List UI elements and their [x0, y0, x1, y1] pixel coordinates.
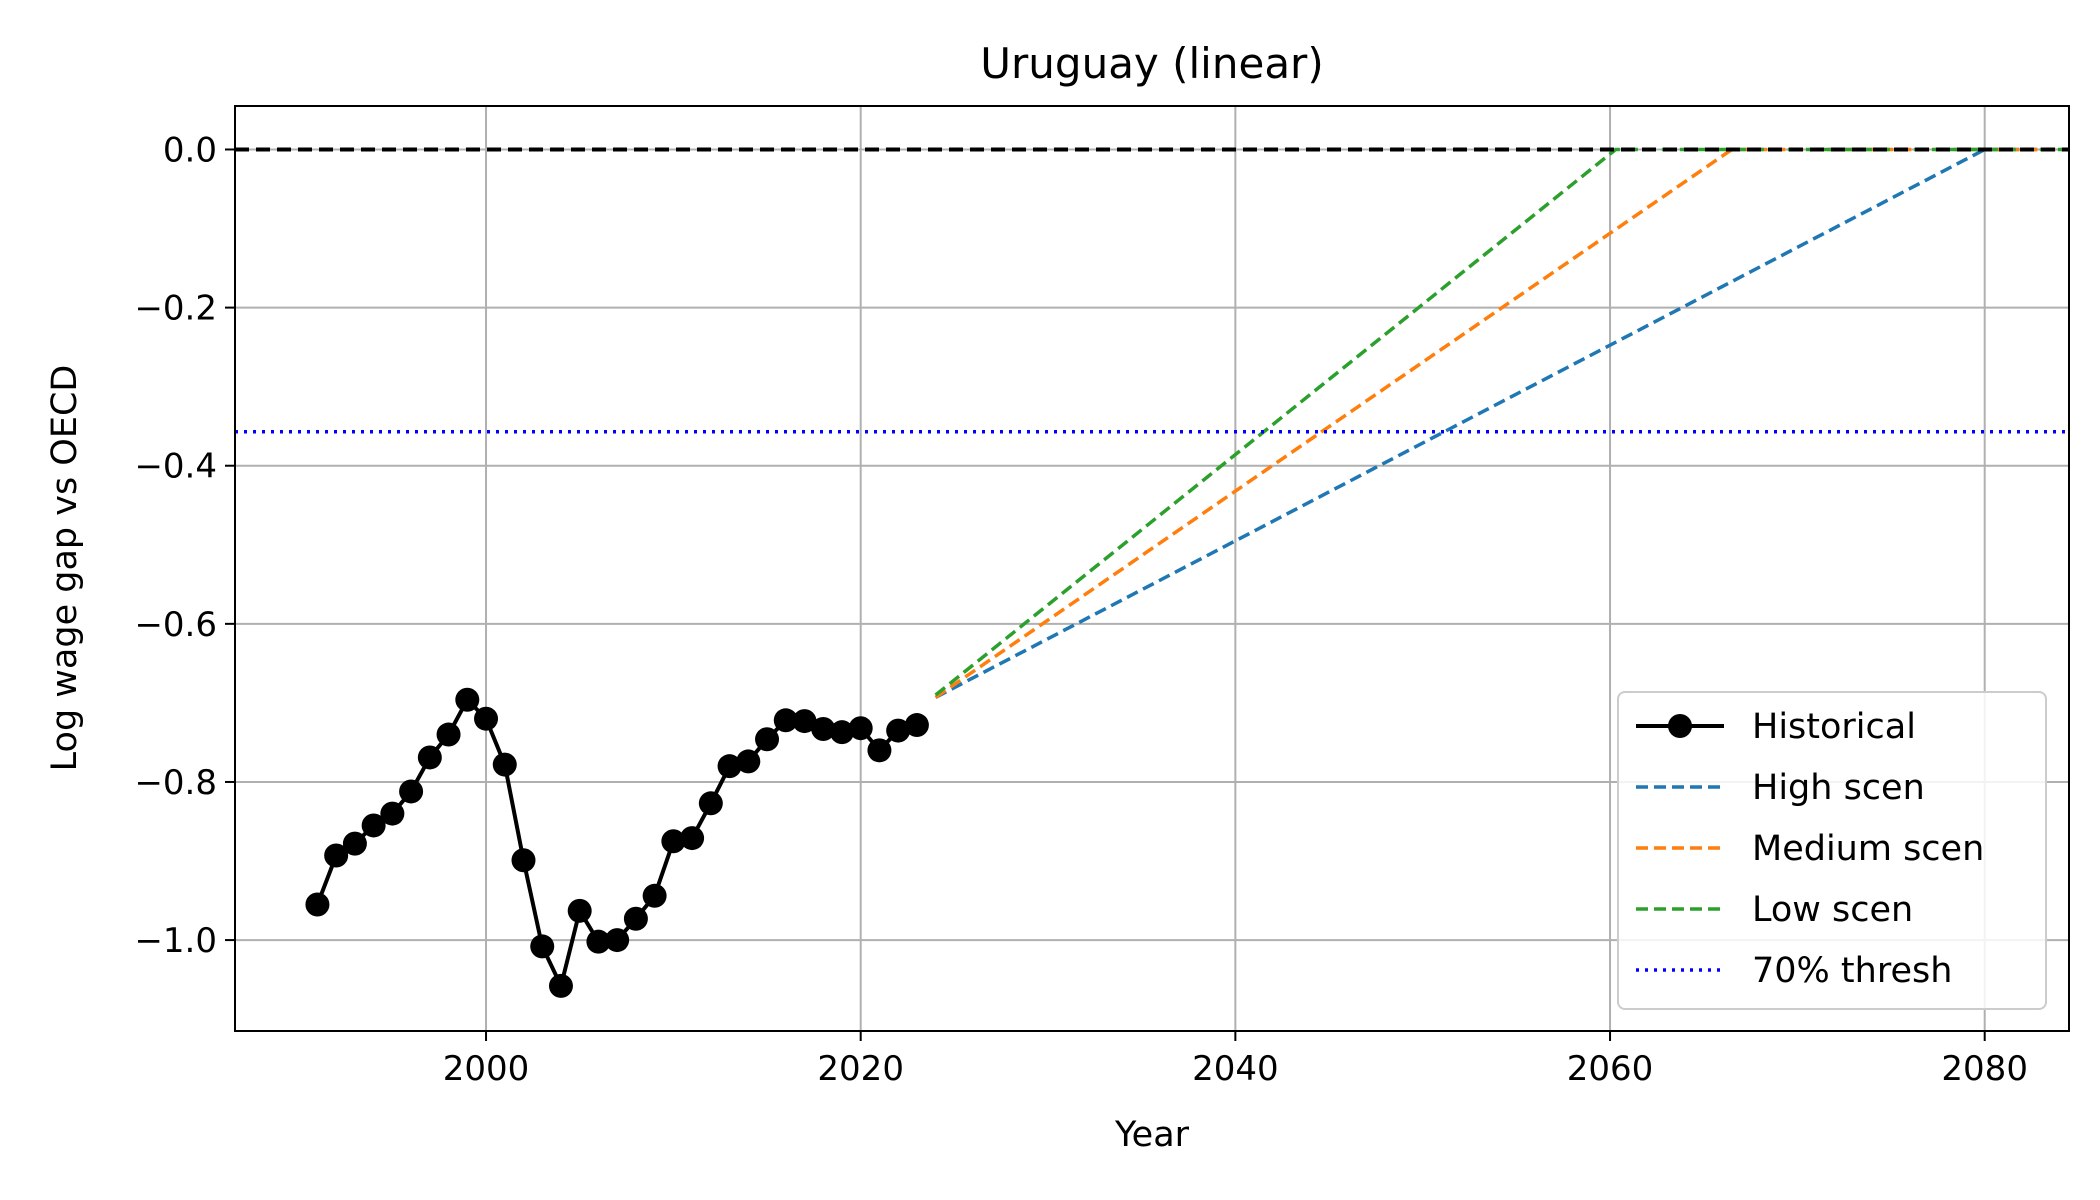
x-tick-label: 2040 [1192, 1049, 1279, 1089]
x-tick-label: 2060 [1567, 1049, 1654, 1089]
legend-items: Historical High scen Medium scen Low scen 70… [1636, 707, 1984, 991]
data-point [811, 716, 836, 741]
data-point [530, 934, 555, 959]
data-point [417, 745, 442, 770]
data-point [886, 718, 911, 743]
data-point [586, 929, 611, 954]
data-point [436, 722, 461, 747]
x-tick-label: 2080 [1941, 1049, 2028, 1089]
data-point [661, 829, 686, 854]
data-point [773, 708, 798, 733]
y-axis-ticks: 0.0 −0.2 −0.4 −0.6 −0.8 −1.0 [134, 130, 235, 961]
x-axis-title: Year [1114, 1115, 1190, 1155]
data-point [342, 831, 367, 856]
data-point [511, 848, 536, 873]
legend: Historical High scen Medium scen Low scen 70… [1617, 691, 2047, 1010]
data-point [380, 801, 405, 826]
x-axis-ticks: 2000 2020 2040 2060 2080 [443, 1031, 2028, 1089]
y-axis-title: Log wage gap vs OECD [45, 365, 85, 772]
plot-frame [234, 105, 2070, 1032]
data-point [474, 706, 499, 731]
legend-frame [1617, 691, 2047, 1010]
data-point [361, 813, 386, 838]
series-layer [235, 147, 2069, 998]
series-line-medium-scen [934, 147, 2069, 699]
data-point [829, 720, 854, 745]
series-line-high-scen [934, 147, 2069, 699]
data-point [755, 727, 780, 752]
y-tick-label: −0.4 [134, 447, 217, 487]
data-point [680, 826, 705, 851]
legend-label: 70% thresh [1752, 951, 1952, 991]
y-tick-label: −1.0 [134, 921, 217, 961]
data-point [867, 738, 892, 763]
data-point [399, 779, 424, 804]
legend-label: Low scen [1752, 890, 1913, 930]
data-point [623, 906, 648, 931]
data-point [848, 716, 873, 741]
data-point [567, 898, 592, 923]
data-point [548, 973, 573, 998]
y-tick-label: −0.2 [134, 289, 217, 329]
data-point [455, 687, 480, 712]
data-point [305, 892, 330, 917]
x-tick-label: 2000 [443, 1049, 530, 1089]
data-point [717, 754, 742, 779]
data-point [792, 709, 817, 734]
data-point [324, 843, 349, 868]
chart-title: Uruguay (linear) [980, 39, 1323, 88]
legend-marker [1668, 714, 1692, 738]
x-tick-label: 2020 [817, 1049, 904, 1089]
data-point [698, 791, 723, 816]
y-tick-label: −0.8 [134, 763, 217, 803]
y-tick-label: −0.6 [134, 605, 217, 645]
legend-label: Historical [1752, 707, 1916, 747]
series-line-low-scen [934, 147, 2069, 697]
data-point [904, 713, 929, 738]
data-point [605, 928, 630, 953]
data-point [642, 883, 667, 908]
legend-label: High scen [1752, 768, 1925, 808]
data-point [736, 749, 761, 774]
y-tick-label: 0.0 [163, 130, 217, 170]
legend-label: Medium scen [1752, 829, 1984, 869]
data-point [492, 752, 517, 777]
